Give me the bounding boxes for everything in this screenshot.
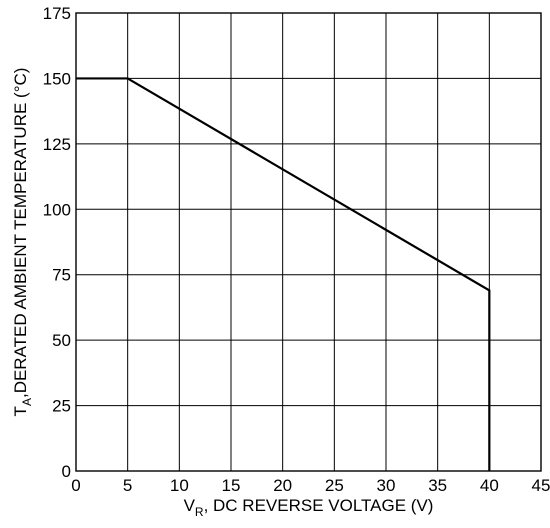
x-tick-label: 30 [377,476,396,495]
y-tick-label: 50 [52,331,71,350]
derating-curve [76,77,491,471]
x-axis-label-subscript: R [195,505,204,519]
x-tick-label: 45 [532,476,550,495]
y-axis-label-rest: ,DERATED AMBIENT TEMPERATURE (°C) [11,68,30,398]
x-tick-label: 20 [273,476,292,495]
y-tick-label: 75 [52,266,71,285]
plot-frame [75,12,542,472]
y-tick-label: 125 [43,135,71,154]
x-axis-label-main: V [184,496,196,515]
y-tick-label: 100 [43,200,71,219]
x-tick-label: 35 [428,476,447,495]
y-axis-label-main: T [11,406,30,416]
x-tick-label: 10 [170,476,189,495]
x-tick-label: 0 [71,476,80,495]
y-tick-label: 0 [62,462,71,481]
x-tick-labels: 0 5 10 15 20 25 30 35 40 45 [71,476,550,495]
y-axis-label-subscript: A [20,398,34,406]
x-axis-label-rest: , DC REVERSE VOLTAGE (V) [204,496,434,515]
x-tick-label: 25 [325,476,344,495]
y-tick-label: 150 [43,69,71,88]
x-axis-label: VR, DC REVERSE VOLTAGE (V) [184,496,434,519]
y-tick-label: 175 [43,4,71,23]
x-tick-label: 15 [222,476,241,495]
grid [76,13,541,471]
x-tick-label: 5 [123,476,132,495]
x-tick-label: 40 [480,476,499,495]
y-axis-label: TA,DERATED AMBIENT TEMPERATURE (°C) [11,68,34,417]
y-tick-label: 25 [52,397,71,416]
y-tick-labels: 0 25 50 75 100 125 150 175 [43,4,71,481]
